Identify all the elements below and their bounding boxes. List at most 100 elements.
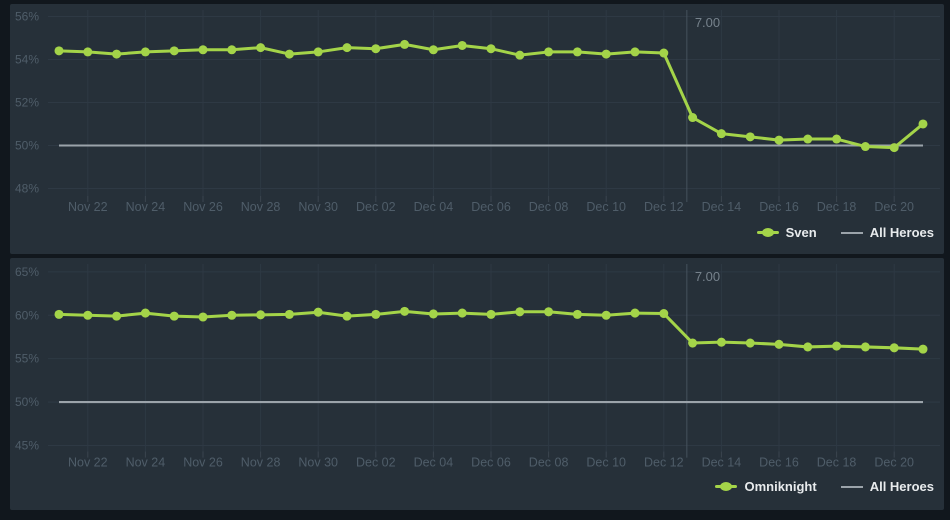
sven-data-point[interactable]	[457, 40, 467, 50]
x-axis-tick-label: Dec 06	[471, 456, 511, 470]
sven-data-point[interactable]	[140, 47, 150, 57]
omniknight-data-point[interactable]	[918, 344, 928, 354]
sven-data-point[interactable]	[284, 49, 294, 59]
sven-data-point[interactable]	[918, 119, 928, 129]
sven-data-point[interactable]	[630, 47, 640, 57]
sven-data-point[interactable]	[716, 129, 726, 139]
omniknight-data-point[interactable]	[803, 342, 813, 352]
x-axis-tick-label: Dec 20	[874, 456, 914, 470]
sven-data-point[interactable]	[572, 47, 582, 57]
patch-annotation-label: 7.00	[695, 269, 720, 284]
omniknight-data-point[interactable]	[256, 310, 266, 320]
omniknight-data-point[interactable]	[342, 311, 352, 321]
x-axis-tick-label: Dec 10	[586, 456, 626, 470]
omniknight-data-point[interactable]	[54, 309, 64, 319]
omniknight-data-point[interactable]	[400, 306, 410, 316]
x-axis-tick-label: Dec 12	[644, 200, 684, 214]
all-heroes-line-icon	[840, 485, 863, 488]
x-axis-tick-label: Nov 28	[241, 200, 281, 214]
x-axis-tick-label: Dec 16	[759, 200, 799, 214]
omniknight-data-point[interactable]	[169, 311, 179, 321]
y-axis-tick-label: 65%	[15, 265, 39, 279]
omniknight-data-point[interactable]	[774, 339, 784, 349]
omniknight-winrate-chart[interactable]: 45% 50% 55% 60% 65% Nov 22 Nov 24 Nov 26 Nov 28 N…	[10, 258, 944, 510]
legend-sven-chart: Sven All Heroes	[756, 225, 934, 240]
omniknight-data-point[interactable]	[659, 308, 669, 319]
omniknight-data-point[interactable]	[227, 310, 237, 320]
sven-data-point[interactable]	[745, 132, 755, 142]
patch-annotation-label: 7.00	[695, 15, 720, 30]
sven-data-point[interactable]	[227, 45, 237, 55]
y-axis-tick-label: 54%	[15, 52, 39, 66]
sven-series-marker-icon	[756, 228, 779, 237]
sven-data-point[interactable]	[659, 48, 669, 58]
x-axis-tick-label: Dec 04	[414, 200, 454, 214]
sven-data-point[interactable]	[112, 49, 122, 59]
x-axis-tick-label: Nov 30	[298, 200, 338, 214]
sven-data-point[interactable]	[54, 46, 64, 56]
sven-data-point[interactable]	[371, 44, 381, 54]
y-axis-tick-label: 55%	[15, 352, 39, 366]
legend-item-all-heroes[interactable]: All Heroes	[840, 225, 934, 240]
sven-data-point[interactable]	[544, 47, 554, 57]
omniknight-data-point[interactable]	[112, 311, 122, 321]
sven-data-point[interactable]	[515, 50, 525, 60]
x-axis-tick-label: Dec 02	[356, 200, 396, 214]
omniknight-data-point[interactable]	[860, 342, 870, 352]
omniknight-data-point[interactable]	[745, 338, 755, 348]
x-axis-tick-label: Dec 08	[529, 456, 569, 470]
sven-data-point[interactable]	[889, 143, 899, 153]
omniknight-data-point[interactable]	[515, 307, 525, 317]
x-axis-tick-label: Nov 22	[68, 456, 108, 470]
omniknight-data-point[interactable]	[544, 307, 554, 317]
x-axis-tick-label: Nov 24	[126, 200, 166, 214]
legend-item-all-heroes[interactable]: All Heroes	[840, 479, 934, 494]
y-axis-tick-label: 50%	[15, 138, 39, 152]
sven-data-point[interactable]	[601, 49, 611, 59]
omniknight-data-point[interactable]	[630, 308, 640, 318]
sven-data-point[interactable]	[169, 46, 179, 56]
omniknight-data-point[interactable]	[313, 307, 323, 317]
sven-data-point[interactable]	[198, 45, 208, 55]
omniknight-data-point[interactable]	[486, 309, 496, 319]
omniknight-data-point[interactable]	[688, 338, 698, 348]
omniknight-data-point[interactable]	[83, 310, 93, 320]
x-axis-tick-label: Nov 22	[68, 200, 108, 214]
omniknight-data-point[interactable]	[601, 310, 611, 320]
x-axis-tick-label: Nov 28	[241, 456, 281, 470]
sven-data-point[interactable]	[313, 47, 323, 57]
sven-data-point[interactable]	[83, 47, 93, 57]
sven-data-point[interactable]	[832, 134, 842, 144]
omniknight-data-point[interactable]	[889, 343, 899, 353]
omniknight-data-point[interactable]	[284, 309, 294, 319]
omniknight-data-point[interactable]	[140, 308, 150, 318]
x-axis-tick-label: Dec 08	[529, 200, 569, 214]
legend-item-sven[interactable]: Sven	[756, 225, 817, 240]
sven-data-point[interactable]	[400, 39, 410, 49]
legend-item-omniknight[interactable]: Omniknight	[715, 479, 817, 494]
omniknight-data-point[interactable]	[198, 312, 208, 322]
sven-data-point[interactable]	[803, 134, 813, 144]
all-heroes-line-icon	[840, 231, 863, 234]
omniknight-data-point[interactable]	[716, 337, 726, 347]
sven-winrate-chart[interactable]: 48% 50% 52% 54% 56% Nov 22 Nov 24 Nov 26 Nov 28 N…	[10, 4, 944, 254]
y-axis-tick-label: 50%	[15, 395, 39, 409]
x-axis-tick-label: Dec 16	[759, 456, 799, 470]
legend-label-all-heroes: All Heroes	[869, 479, 934, 494]
omniknight-data-point[interactable]	[428, 309, 438, 319]
sven-data-point[interactable]	[256, 43, 266, 53]
x-axis-tick-label: Dec 02	[356, 456, 396, 470]
sven-data-point[interactable]	[860, 142, 870, 152]
omniknight-data-point[interactable]	[572, 309, 582, 319]
sven-data-point[interactable]	[774, 135, 784, 145]
x-axis-tick-label: Nov 30	[298, 456, 338, 470]
omniknight-data-point[interactable]	[832, 341, 842, 351]
omniknight-data-point[interactable]	[371, 309, 381, 319]
sven-data-point[interactable]	[486, 44, 496, 54]
omniknight-data-point[interactable]	[457, 308, 467, 318]
sven-data-point[interactable]	[428, 45, 438, 55]
sven-data-point[interactable]	[342, 43, 352, 53]
sven-data-point[interactable]	[688, 113, 698, 123]
legend-label-omniknight: Omniknight	[744, 479, 817, 494]
chart-panel-sven: 48% 50% 52% 54% 56% Nov 22 Nov 24 Nov 26 Nov 28 N…	[10, 4, 944, 254]
